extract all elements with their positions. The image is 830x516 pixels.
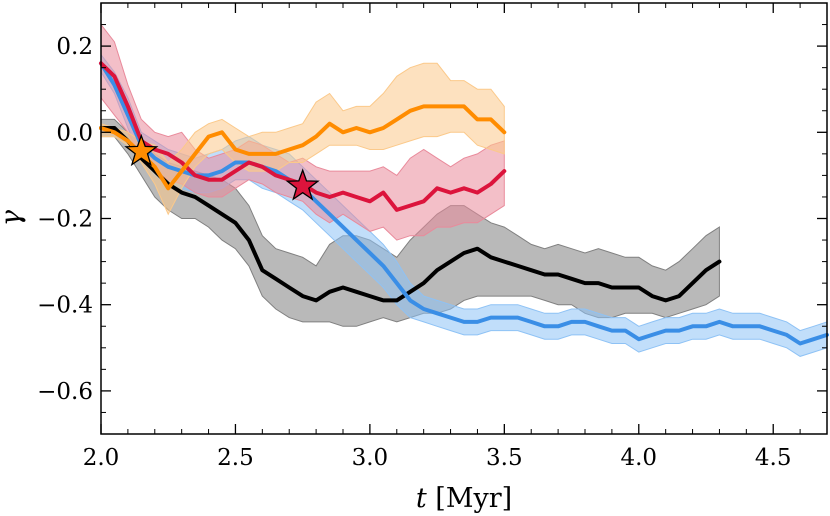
confidence-bands [100,23,828,357]
x-tick-label: 2.5 [217,445,254,471]
y-tick-label: 0.0 [56,120,93,146]
x-tick-label: 4.0 [620,445,657,471]
axis-ticks [100,3,828,434]
y-tick-label: 0.2 [56,34,93,60]
y-tick-label: −0.4 [37,293,93,319]
x-tick-label: 3.5 [486,445,523,471]
x-axis-label-space [427,483,436,514]
star-marker-0 [124,133,159,167]
series-line-1 [99,61,829,346]
x-tick-label: 4.5 [755,445,792,471]
series-line-0 [99,126,722,303]
x-axis-label-unit: [Myr] [435,483,512,514]
star-marker-1 [285,168,320,201]
x-axis-label-var: t [416,483,427,514]
series-band-3 [100,62,505,216]
star-markers [124,133,320,201]
y-tick-label: −0.6 [37,379,93,405]
y-tick-label: −0.2 [37,207,93,233]
y-axis-label: γ [0,209,27,226]
x-tick-label: 3.0 [352,445,389,471]
series-line-3 [99,104,507,191]
x-axis-label: t [Myr] [416,483,512,514]
tick-labels: 2.0 2.5 3.0 3.5 4.0 4.5 0.2 0.0 −0.2 −0.4 −0.6 [37,34,791,471]
x-tick-label: 2.0 [83,445,120,471]
